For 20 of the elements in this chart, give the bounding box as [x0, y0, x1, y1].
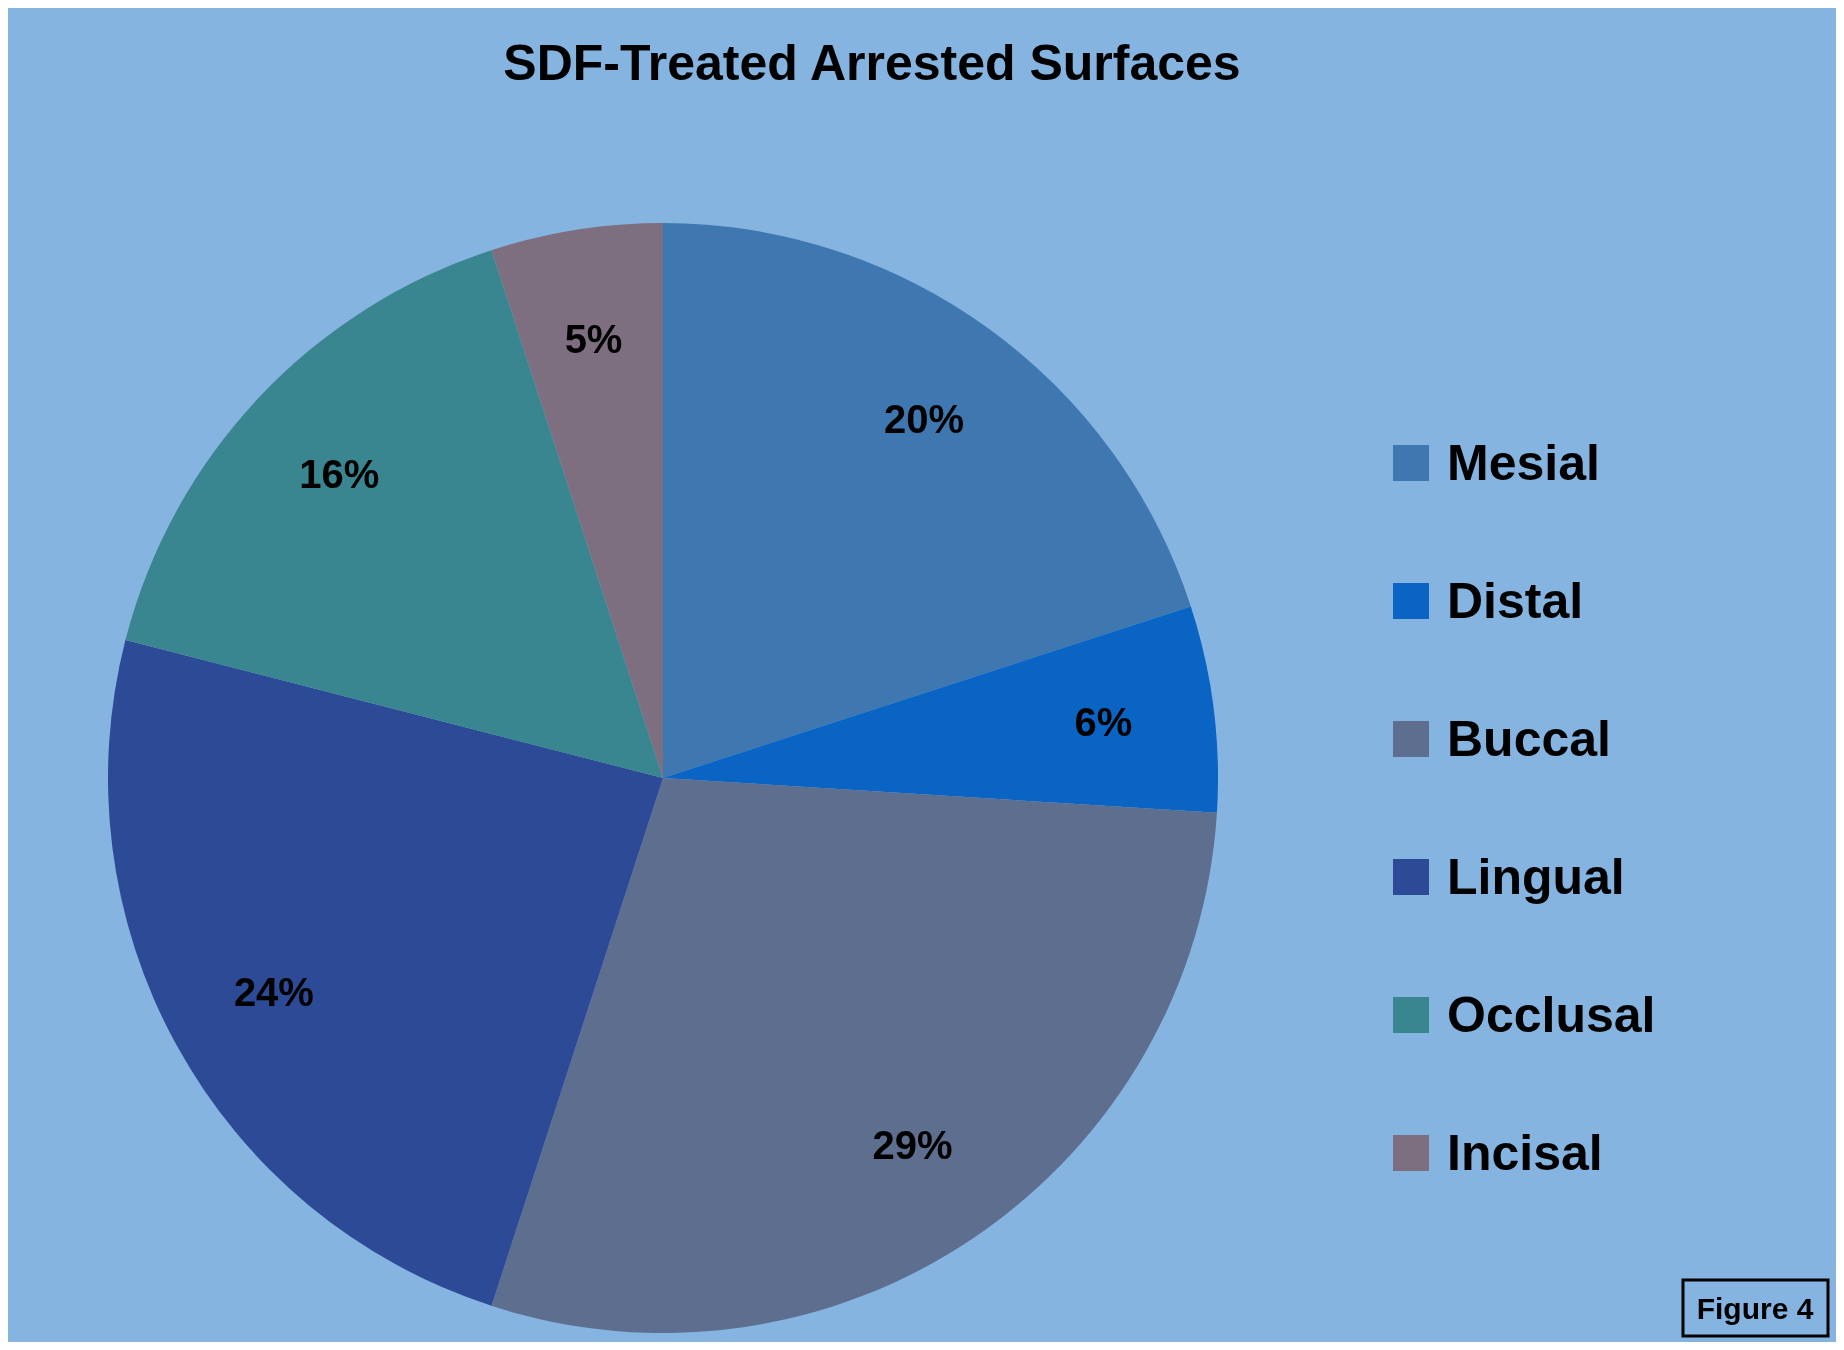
chart-title: SDF-Treated Arrested Surfaces — [503, 35, 1241, 91]
legend-label: Distal — [1447, 573, 1584, 629]
pie-slice — [125, 250, 663, 778]
data-label: 6% — [1074, 700, 1133, 745]
pie-slice — [491, 223, 663, 778]
caption: Figure 4 — [1696, 1291, 1814, 1325]
pie-slice — [491, 778, 1217, 1333]
legend-label: Lingual — [1447, 849, 1625, 905]
pie-slice — [663, 223, 1191, 778]
legend-label: Occlusal — [1447, 987, 1656, 1043]
data-label: 29% — [872, 1123, 953, 1168]
data-label: 16% — [299, 452, 380, 497]
legend-label: Mesial — [1447, 435, 1600, 491]
pie-slice — [663, 606, 1218, 813]
data-label: 5% — [564, 317, 623, 362]
legend-label: Buccal — [1447, 711, 1611, 767]
pie-slice — [108, 639, 663, 1306]
data-label: 24% — [233, 969, 314, 1014]
legend-label: Incisal — [1447, 1125, 1603, 1181]
data-label: 20% — [883, 396, 965, 441]
